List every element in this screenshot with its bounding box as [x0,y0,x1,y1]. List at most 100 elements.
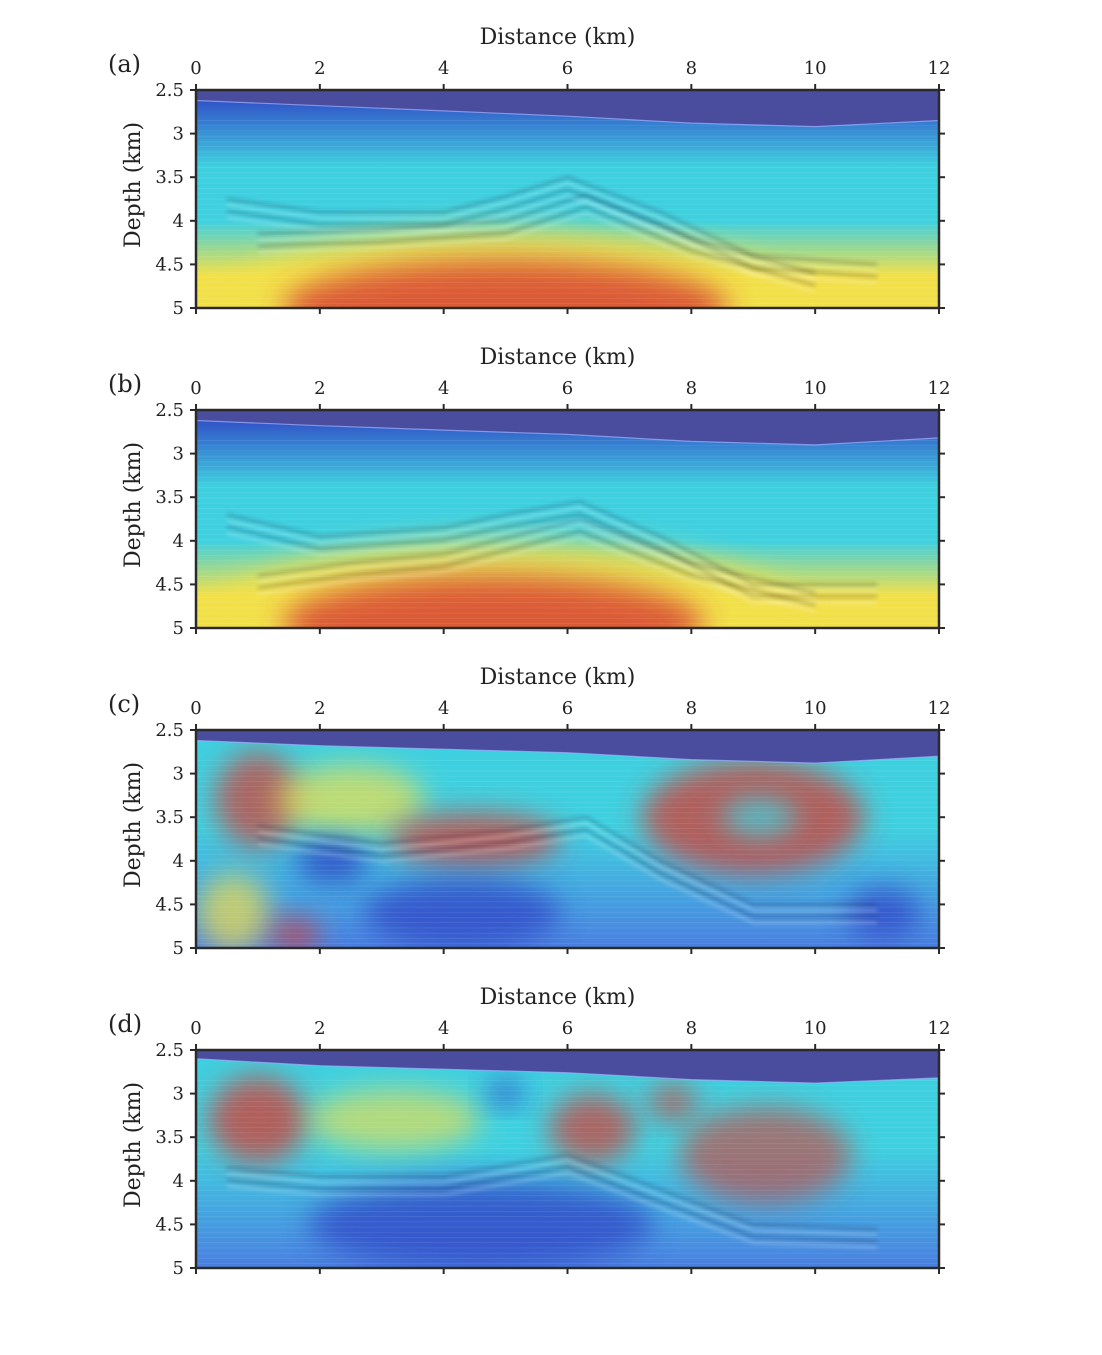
reflector-line [226,182,878,272]
y-tick-label: 4 [173,1171,184,1192]
y-tick-label: 2.5 [155,1040,184,1061]
reflector-line [226,1159,878,1236]
anomaly-blob [548,1093,636,1164]
x-tick-label: 8 [686,58,697,79]
x-axis-title: Distance (km) [480,985,636,1010]
y-axis-title: Depth (km) [121,1082,146,1208]
x-tick-label: 8 [686,698,697,719]
seabed-line [196,1058,939,1084]
y-tick-label: 3 [173,764,184,785]
reflector-line [257,828,878,918]
x-tick-label: 2 [314,58,325,79]
y-tick-label: 5 [173,938,184,959]
anomaly-blob [208,1076,308,1164]
y-tick-label: 3.5 [155,1127,184,1148]
y-tick-label: 3 [173,444,184,465]
anomaly-blob [270,917,320,948]
reflector-line [257,199,816,281]
x-tick-label: 10 [804,698,827,719]
x-tick-label: 4 [438,58,449,79]
y-tick-label: 2.5 [155,720,184,741]
x-tick-label: 6 [562,1018,573,1039]
y-axis-title: Depth (km) [121,442,146,568]
anomaly-blob [307,1180,655,1268]
reflector-line [226,506,878,592]
x-tick-label: 12 [928,58,951,79]
x-tick-label: 10 [804,58,827,79]
y-tick-label: 4.5 [155,1214,184,1235]
reflector-line [257,536,816,613]
y-tick-label: 4.5 [155,254,184,275]
x-tick-label: 8 [686,378,697,399]
x-axis-title: Distance (km) [480,25,636,50]
x-tick-label: 2 [314,698,325,719]
y-tick-label: 5 [173,618,184,639]
panel-b: 0 2 4 6 8 10 12 2.5 3 3.5 4 4.5 5 Distance (km) Depth … [108,345,950,639]
seabed-line [196,419,939,446]
water-layer [196,410,939,445]
panel-label: (a) [108,50,141,78]
x-axis-title: Distance (km) [480,345,636,370]
x-tick-label: 10 [804,1018,827,1039]
panel-c: 0 2 4 6 8 10 12 2.5 3 3.5 4 4.5 5 Distance (km) Depth … [108,665,950,959]
reflector-line [226,176,878,266]
y-tick-label: 3.5 [155,807,184,828]
y-tick-label: 5 [173,298,184,319]
anomaly-blob [647,1084,698,1120]
reflector-line [257,530,816,607]
water-layer [196,90,939,127]
reflector-line [226,1153,878,1230]
reflector-line [257,193,816,275]
anomaly-blob [295,839,370,883]
y-tick-label: 4 [173,211,184,232]
reflector-line [226,518,878,604]
y-tick-label: 3 [173,1084,184,1105]
reflector-line [257,822,878,912]
seabed-line [196,99,939,128]
water-layer [196,730,939,764]
velocity-field [196,730,939,948]
reflector-line [257,523,816,601]
anomaly-blob [214,751,302,848]
y-axis-title: Depth (km) [121,122,146,248]
x-tick-label: 0 [190,378,201,399]
y-tick-label: 4.5 [155,574,184,595]
x-tick-label: 6 [562,378,573,399]
y-tick-label: 4 [173,851,184,872]
reflector-line [226,1171,878,1249]
y-tick-label: 3.5 [155,167,184,188]
x-tick-label: 12 [928,1018,951,1039]
reflector-line [226,188,878,278]
anomaly-blob [846,886,921,940]
x-axis-title: Distance (km) [480,665,636,690]
panel-label: (d) [108,1010,142,1038]
velocity-field [196,410,939,628]
panel-a: 0 2 4 6 8 10 12 2.5 3 3.5 4 4.5 5 Distance (km) Depth … [108,25,951,319]
anomaly-blob [678,1106,853,1203]
x-tick-label: 4 [438,1018,449,1039]
y-tick-label: 4 [173,531,184,552]
reflector-line [257,834,878,924]
y-axis-title: Depth (km) [121,762,146,888]
reflector-line [257,211,816,293]
y-tick-label: 2.5 [155,80,184,101]
panel-label: (c) [108,690,140,718]
panel-label: (b) [108,370,142,398]
anomaly-blob [363,878,562,948]
reflector-line [257,517,816,595]
anomaly-blob [196,873,271,948]
x-tick-label: 2 [314,1018,325,1039]
x-tick-label: 6 [562,58,573,79]
y-tick-label: 3.5 [155,487,184,508]
anomaly-blob [276,764,426,835]
y-tick-label: 2.5 [155,400,184,421]
water-layer [196,1050,939,1084]
x-tick-label: 0 [190,698,201,719]
x-tick-label: 8 [686,1018,697,1039]
x-tick-label: 2 [314,378,325,399]
x-tick-label: 10 [804,378,827,399]
velocity-field [196,1050,939,1268]
y-tick-label: 5 [173,1258,184,1279]
anomaly-blob [722,798,797,837]
x-tick-label: 6 [562,698,573,719]
